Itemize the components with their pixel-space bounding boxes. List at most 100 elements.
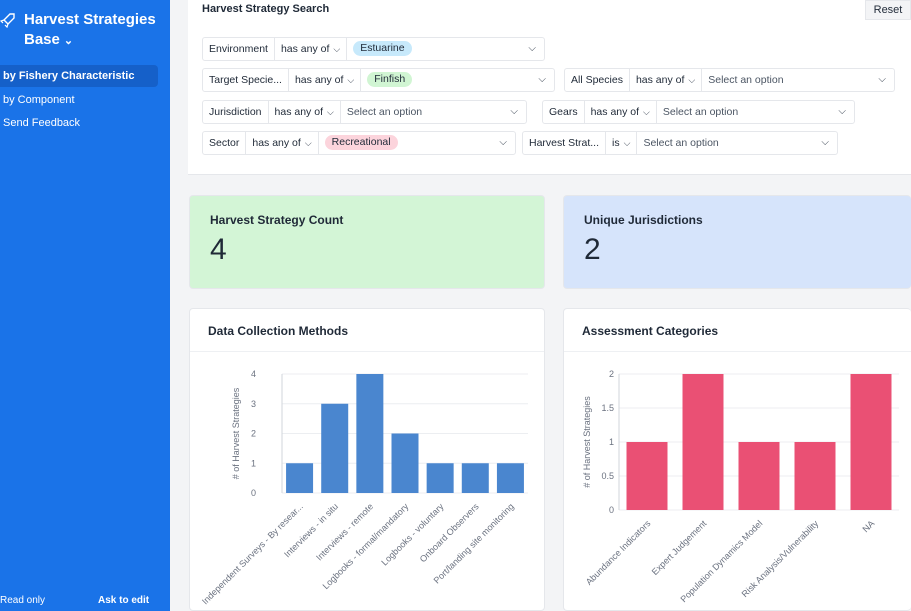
bar[interactable] xyxy=(496,463,524,493)
filter-chip: Recreational xyxy=(324,135,398,150)
bar[interactable] xyxy=(321,403,349,493)
filter-environment: Environment has any of ⌵ Estuarine ⌵ xyxy=(202,37,545,61)
filter-field[interactable]: Harvest Strat... xyxy=(523,132,607,154)
filter-gears: Gears has any of ⌵ Select an option ⌵ xyxy=(542,100,855,124)
filter-operator[interactable]: has any of ⌵ xyxy=(269,101,341,123)
ask-to-edit-button[interactable]: Ask to edit xyxy=(98,595,150,606)
chevron-down-icon: ⌵ xyxy=(623,138,631,148)
chevron-down-icon: ⌵ xyxy=(838,106,846,117)
app-title: Harvest Strategies Base xyxy=(24,11,156,48)
x-tick-label: Onboard Observers xyxy=(418,501,481,564)
filter-value-select[interactable]: Select an option ⌵ xyxy=(341,101,526,123)
filter-value-select[interactable]: Recreational ⌵ xyxy=(319,132,515,154)
chevron-down-icon: ⌵ xyxy=(510,106,518,117)
app-title-button[interactable]: Harvest Strategies Base ⌄ xyxy=(24,10,164,51)
chart-title: Data Collection Methods xyxy=(208,324,349,338)
filter-operator[interactable]: is ⌵ xyxy=(606,132,638,154)
y-tick-label: 3 xyxy=(251,399,256,409)
filter-value-select[interactable]: Select an option ⌵ xyxy=(657,101,854,123)
stat-value: 4 xyxy=(210,233,227,266)
filter-value-select[interactable]: Estuarine ⌵ xyxy=(347,38,544,60)
chevron-down-icon: ⌵ xyxy=(347,75,355,85)
read-only-label: Read only xyxy=(0,595,46,606)
chevron-down-icon: ⌄ xyxy=(63,35,74,47)
y-tick-label: 1.5 xyxy=(601,403,614,413)
bar[interactable] xyxy=(682,374,724,510)
chevron-down-icon: ⌵ xyxy=(304,138,312,148)
bar[interactable] xyxy=(391,433,419,494)
divider xyxy=(190,351,544,352)
sidebar-nav: by Fishery Characteristic by Component S… xyxy=(0,65,158,136)
bar[interactable] xyxy=(461,463,489,493)
reset-button[interactable]: Reset xyxy=(865,0,911,20)
panel-data-collection-methods: Data Collection Methods 0 1 2 3 4 # of Harves… xyxy=(189,308,545,611)
filter-chip: Finfish xyxy=(367,72,413,87)
y-axis-label: # of Harvest Strategies xyxy=(582,396,592,488)
assessment-categories-chart: 0 0.5 1 1.5 2 # of Harvest Strategies Abundanc… xyxy=(582,369,899,604)
chevron-down-icon: ⌵ xyxy=(538,74,546,85)
chevron-down-icon: ⌵ xyxy=(333,44,341,54)
bar[interactable] xyxy=(794,442,836,510)
filter-all-species: All Species has any of ⌵ Select an option… xyxy=(564,68,895,92)
x-tick-label: Expert Judgement xyxy=(650,518,709,577)
filter-field[interactable]: All Species xyxy=(565,69,630,91)
stat-value: 2 xyxy=(584,233,601,266)
sidebar: Harvest Strategies Base ⌄ by Fishery Char… xyxy=(0,0,170,611)
y-tick-label: 0 xyxy=(251,488,256,498)
filter-target-species: Target Specie... has any of ⌵ Finfish ⌵ xyxy=(202,68,555,92)
filter-sector: Sector has any of ⌵ Recreational ⌵ xyxy=(202,131,516,155)
chart-title: Assessment Categories xyxy=(582,324,719,338)
chevron-down-icon: ⌵ xyxy=(528,43,536,54)
y-tick-label: 2 xyxy=(609,369,614,379)
stat-card-unique-jurisdictions: Unique Jurisdictions 2 xyxy=(563,195,911,289)
y-tick-label: 0 xyxy=(609,505,614,515)
y-tick-label: 4 xyxy=(251,369,256,379)
sidebar-item-by-fishery-characteristic[interactable]: by Fishery Characteristic xyxy=(0,65,158,87)
filter-operator[interactable]: has any of ⌵ xyxy=(289,69,362,91)
x-tick-label: NA xyxy=(860,518,876,534)
sidebar-footer: Read only Ask to edit xyxy=(0,595,170,611)
filter-operator[interactable]: has any of ⌵ xyxy=(246,132,319,154)
divider xyxy=(564,351,911,352)
filter-value-select[interactable]: Finfish ⌵ xyxy=(361,69,554,91)
filter-field[interactable]: Sector xyxy=(203,132,247,154)
bar[interactable] xyxy=(286,463,314,493)
filter-value-select[interactable]: Select an option ⌵ xyxy=(637,132,837,154)
stat-card-harvest-strategy-count: Harvest Strategy Count 4 xyxy=(189,195,545,289)
y-axis-label: # of Harvest Strategies xyxy=(231,387,241,479)
filter-operator[interactable]: has any of ⌵ xyxy=(275,38,348,60)
panel-assessment-categories: Assessment Categories 0 0.5 1 1.5 2 # of Harv… xyxy=(563,308,911,611)
filter-field[interactable]: Gears xyxy=(543,101,585,123)
stat-label: Harvest Strategy Count xyxy=(210,213,344,227)
bar[interactable] xyxy=(356,374,384,493)
sidebar-item-by-component[interactable]: by Component xyxy=(3,93,75,106)
y-tick-label: 1 xyxy=(609,437,614,447)
filter-jurisdiction: Jurisdiction has any of ⌵ Select an optio… xyxy=(202,100,527,124)
filter-field[interactable]: Jurisdiction xyxy=(203,101,269,123)
filter-field[interactable]: Target Specie... xyxy=(203,69,289,91)
filter-field[interactable]: Environment xyxy=(203,38,275,60)
stat-label: Unique Jurisdictions xyxy=(584,213,703,227)
search-panel: Harvest Strategy Search Reset Environmen… xyxy=(188,0,911,175)
bar[interactable] xyxy=(738,442,780,510)
chevron-down-icon: ⌵ xyxy=(688,75,696,85)
bar[interactable] xyxy=(626,442,668,510)
sidebar-item-send-feedback[interactable]: Send Feedback xyxy=(3,117,81,129)
y-tick-label: 2 xyxy=(251,429,256,439)
chevron-down-icon: ⌵ xyxy=(326,107,334,117)
search-title: Harvest Strategy Search xyxy=(202,3,330,15)
bar[interactable] xyxy=(850,374,892,510)
filter-value-select[interactable]: Select an option ⌵ xyxy=(702,69,894,91)
chevron-down-icon: ⌵ xyxy=(821,137,829,148)
rocket-icon xyxy=(0,13,15,28)
filter-operator[interactable]: has any of ⌵ xyxy=(585,101,657,123)
x-tick-label: Logbooks - voluntary xyxy=(379,501,446,568)
bar[interactable] xyxy=(426,463,454,493)
chevron-down-icon: ⌵ xyxy=(878,74,886,85)
chevron-down-icon: ⌵ xyxy=(643,107,650,117)
y-tick-label: 1 xyxy=(251,458,256,468)
filter-chip: Estuarine xyxy=(353,41,412,56)
filter-operator[interactable]: has any of ⌵ xyxy=(630,69,703,91)
filter-harvest-strategy: Harvest Strat... is ⌵ Select an option ⌵ xyxy=(522,131,838,155)
